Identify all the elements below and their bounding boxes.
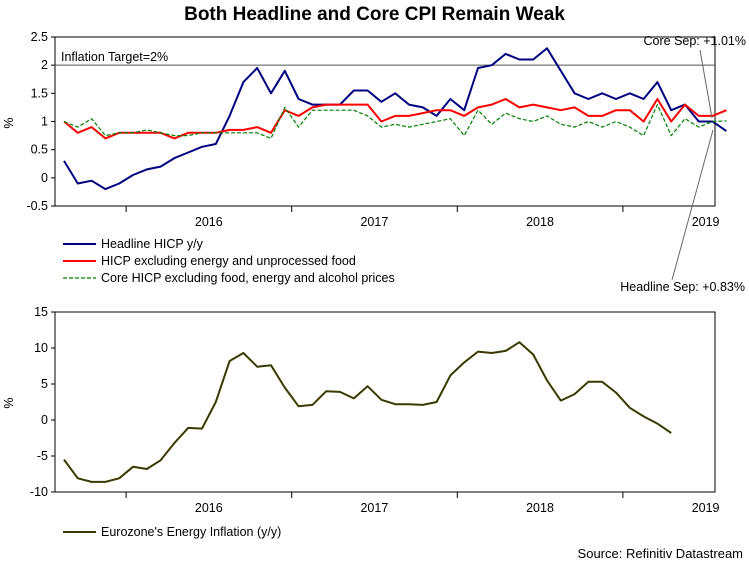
y-tick-label: 5 — [41, 377, 48, 391]
top-y-axis-label: % — [2, 117, 16, 128]
y-tick-label: 0 — [41, 171, 48, 185]
top-series-group — [63, 47, 727, 191]
y-tick-label: 15 — [34, 305, 48, 319]
bottom-y-axis: 15 10 5 0 -5 -10 — [30, 305, 55, 499]
x-tick-label: 2019 — [692, 501, 720, 515]
top-chart-panel: 2.5 2 1.5 1 0.5 0 -0.5 2016 2017 2018 2019 % Infl… — [2, 30, 746, 294]
y-tick-label: -0.5 — [26, 199, 48, 213]
legend-label-excl-energy: HICP excluding energy and unprocessed fo… — [101, 254, 356, 268]
bottom-x-axis: 2016 2017 2018 2019 — [125, 492, 720, 515]
top-y-axis: 2.5 2 1.5 1 0.5 0 -0.5 — [26, 30, 55, 213]
y-tick-label: 0.5 — [31, 143, 48, 157]
legend-label-energy: Eurozone's Energy Inflation (y/y) — [101, 525, 281, 539]
bottom-series-group — [63, 341, 672, 483]
core-annotation-leader — [699, 49, 713, 119]
x-tick-label: 2017 — [360, 501, 388, 515]
y-tick-label: 0 — [41, 413, 48, 427]
source-note: Source: Refinitiv Datastream — [577, 546, 743, 561]
y-tick-label: 1.5 — [31, 86, 48, 100]
x-tick-label: 2016 — [195, 501, 223, 515]
y-tick-label: 2.5 — [31, 30, 48, 44]
y-tick-label: -10 — [30, 485, 48, 499]
legend-label-core: Core HICP excluding food, energy and alc… — [101, 271, 395, 285]
x-tick-label: 2016 — [195, 215, 223, 229]
headline-hicp-line — [63, 47, 727, 191]
core-hicp-line — [63, 103, 727, 139]
headline-annotation-leader — [671, 129, 714, 281]
energy-inflation-line — [63, 341, 672, 483]
page-title: Both Headline and Core CPI Remain Weak — [184, 4, 565, 25]
y-tick-label: 2 — [41, 58, 48, 72]
headline-sep-annotation: Headline Sep: +0.83% — [620, 280, 745, 294]
x-tick-label: 2018 — [526, 501, 554, 515]
y-tick-label: 1 — [41, 115, 48, 129]
y-tick-label: -5 — [37, 449, 48, 463]
x-tick-label: 2019 — [692, 215, 720, 229]
x-tick-label: 2017 — [360, 215, 388, 229]
bottom-chart-panel: 15 10 5 0 -5 -10 2016 2017 2018 2019 % Eurozone'… — [2, 305, 720, 539]
top-legend: Headline HICP y/y HICP excluding energy … — [63, 237, 395, 285]
bottom-legend: Eurozone's Energy Inflation (y/y) — [63, 525, 281, 539]
legend-label-headline: Headline HICP y/y — [101, 237, 204, 251]
core-sep-annotation: Core Sep: +1.01% — [644, 34, 747, 48]
x-tick-label: 2018 — [526, 215, 554, 229]
y-tick-label: 10 — [34, 341, 48, 355]
top-x-axis: 2016 2017 2018 2019 — [125, 206, 720, 229]
bottom-plot-frame — [54, 311, 716, 493]
hicp-excl-energy-line — [63, 98, 727, 140]
bottom-y-axis-label: % — [2, 397, 16, 408]
inflation-target-label: Inflation Target=2% — [61, 50, 168, 64]
